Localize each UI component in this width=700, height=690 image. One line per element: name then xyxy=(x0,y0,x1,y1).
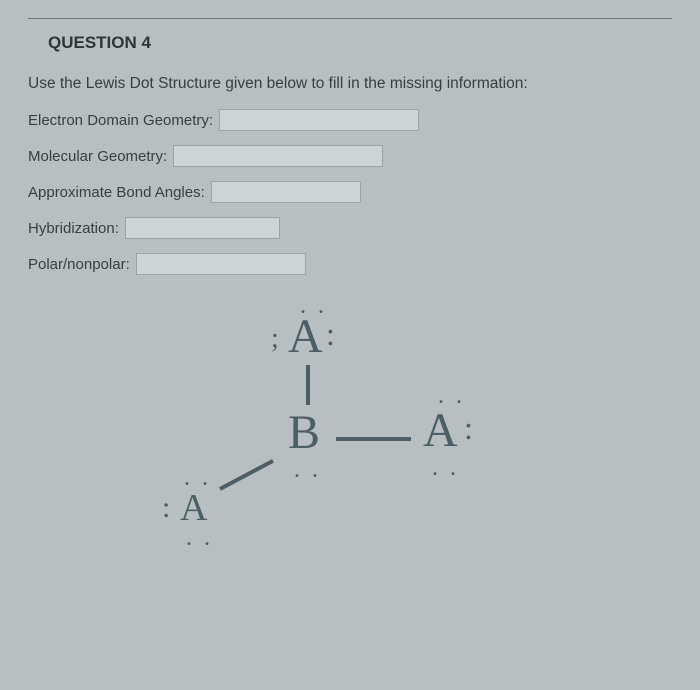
lewis-diagram: . . A ; : B . . . . A : . . : A . . . . xyxy=(168,303,548,603)
row-polar: Polar/nonpolar: xyxy=(28,253,672,275)
hybrid-label: Hybridization: xyxy=(28,220,119,237)
right-a-dots-bottom: . . xyxy=(432,461,459,475)
center-b-atom: B xyxy=(288,409,320,457)
edg-input[interactable] xyxy=(219,109,419,131)
angles-label: Approximate Bond Angles: xyxy=(28,184,205,201)
row-mg: Molecular Geometry: xyxy=(28,145,672,167)
mg-label: Molecular Geometry: xyxy=(28,148,167,165)
bl-a-dots-bottom: . . xyxy=(186,531,213,545)
row-edg: Electron Domain Geometry: xyxy=(28,109,672,131)
right-a-atom: A xyxy=(423,407,458,455)
bond-diagonal xyxy=(219,459,274,491)
polar-label: Polar/nonpolar: xyxy=(28,256,130,273)
bl-a-atom: A xyxy=(180,489,207,527)
row-angles: Approximate Bond Angles: xyxy=(28,181,672,203)
page: QUESTION 4 Use the Lewis Dot Structure g… xyxy=(0,0,700,621)
top-divider xyxy=(28,18,672,19)
top-a-dots-right: : xyxy=(326,325,338,344)
instruction-text: Use the Lewis Dot Structure given below … xyxy=(28,75,672,93)
hybrid-input[interactable] xyxy=(125,217,280,239)
row-hybrid: Hybridization: xyxy=(28,217,672,239)
bond-horizontal xyxy=(336,437,411,441)
question-title: QUESTION 4 xyxy=(48,33,672,53)
b-dots-bottom: . . xyxy=(294,463,321,477)
polar-input[interactable] xyxy=(136,253,306,275)
right-a-dots-top: . . xyxy=(438,389,465,403)
top-a-atom: A xyxy=(288,313,323,361)
bond-vertical xyxy=(306,365,310,405)
top-a-dots-left: ; xyxy=(271,331,282,348)
right-a-dots-right: : xyxy=(464,419,476,438)
mg-input[interactable] xyxy=(173,145,383,167)
bl-a-dots-top: . . xyxy=(184,471,211,485)
edg-label: Electron Domain Geometry: xyxy=(28,112,213,129)
bl-a-dots-left: : xyxy=(162,499,173,517)
angles-input[interactable] xyxy=(211,181,361,203)
